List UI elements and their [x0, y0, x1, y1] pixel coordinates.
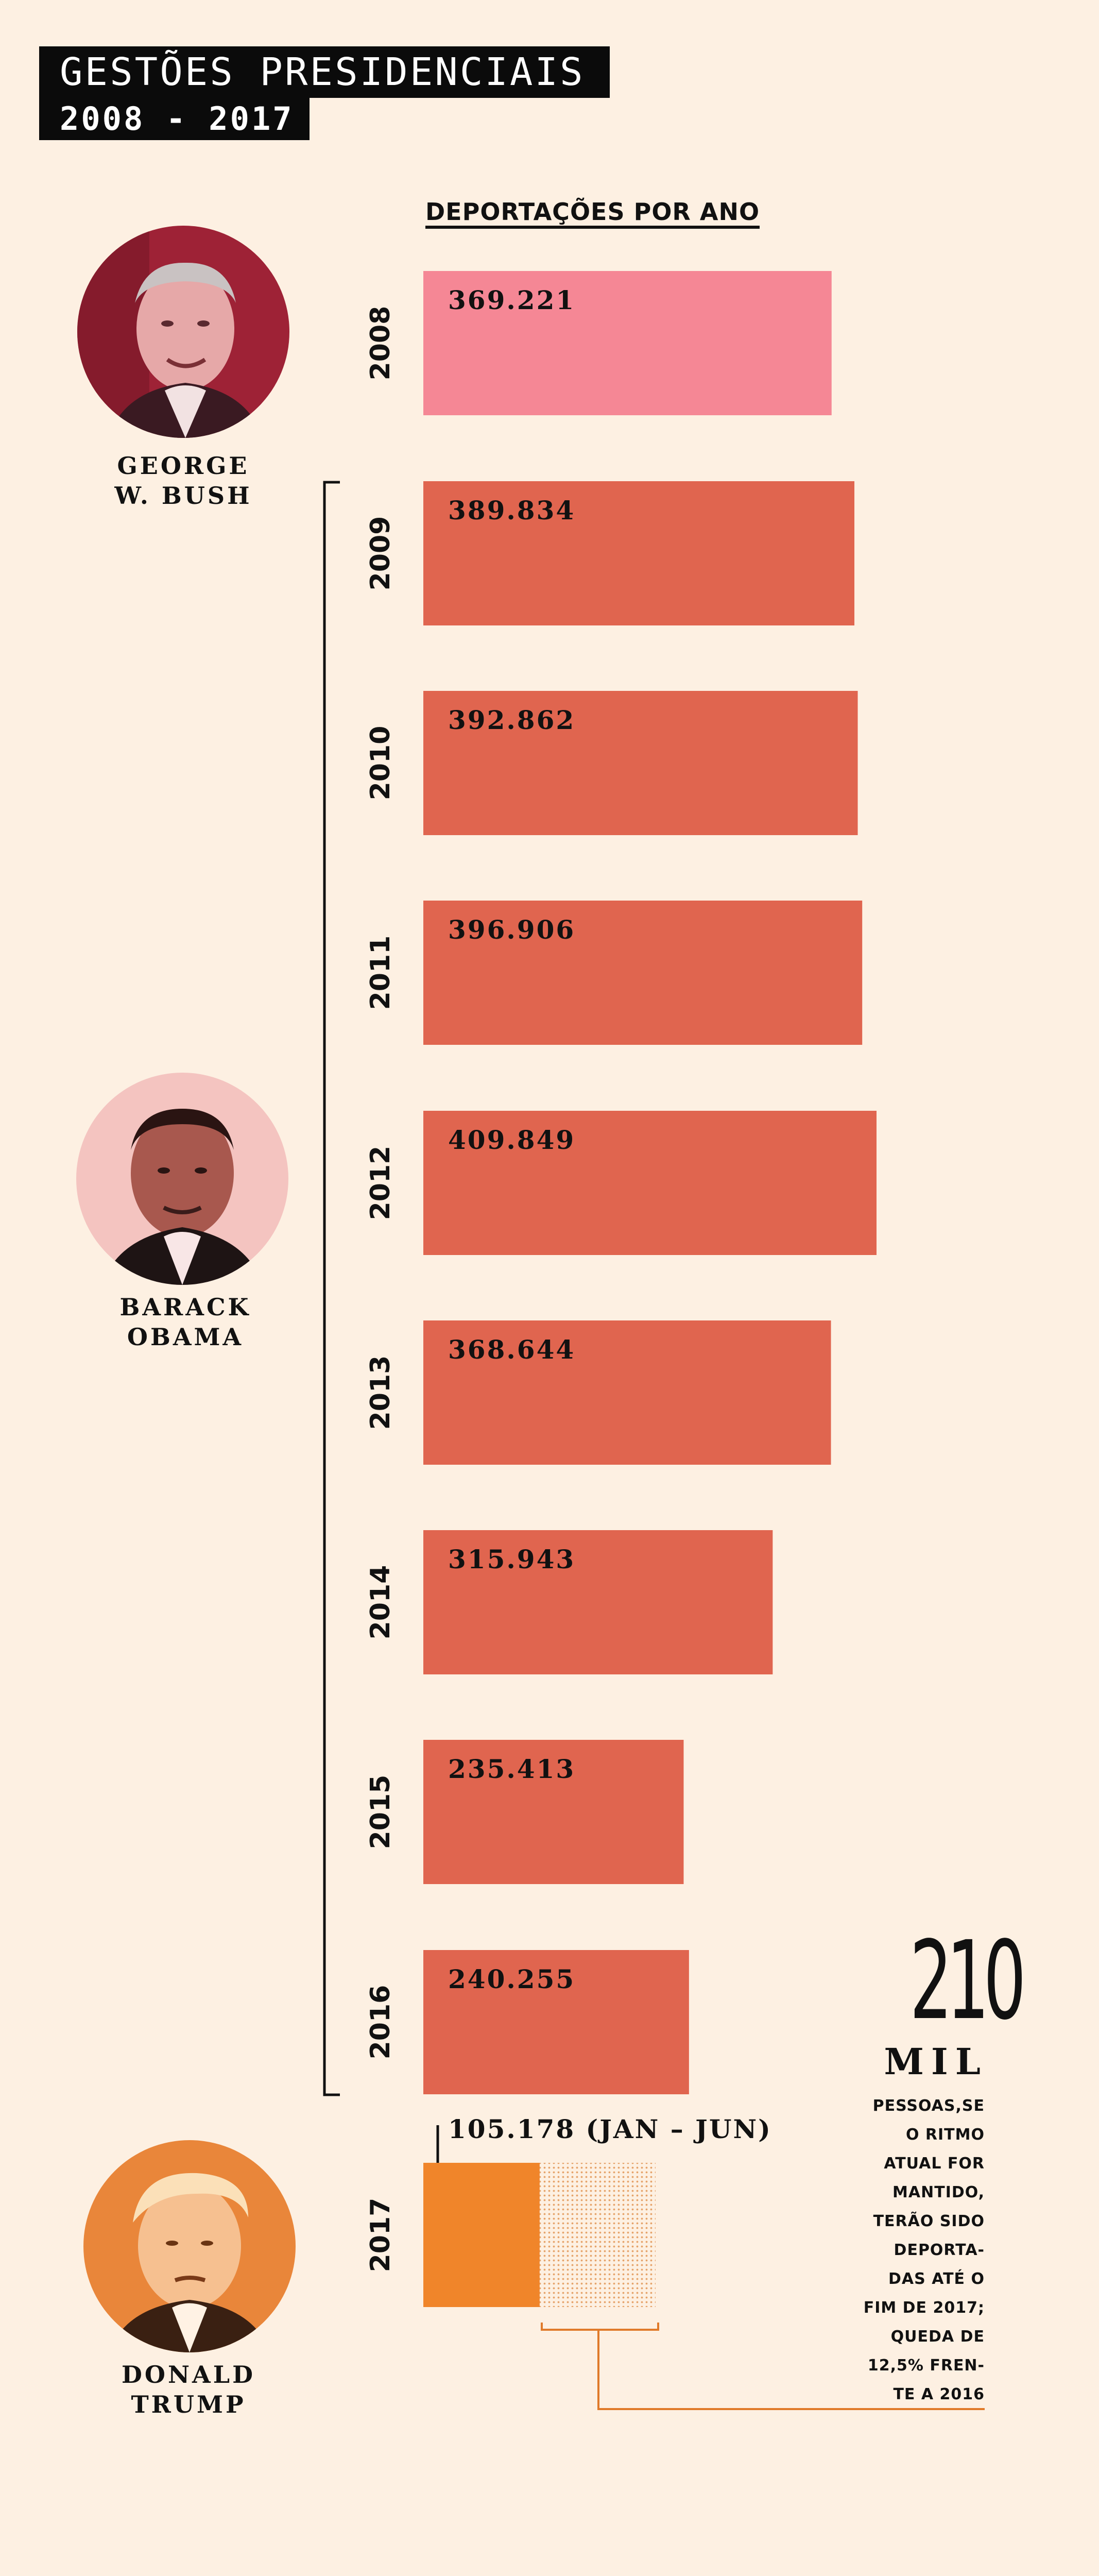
projection-line-9: QUEDA DE [890, 2328, 985, 2346]
bar-2013 [423, 1320, 831, 1465]
bush-name-line2: W. BUSH [114, 482, 252, 510]
trump-name-line1: DONALD [122, 2361, 255, 2388]
year-label-2010: 2010 [365, 726, 396, 801]
obama-name-line2: OBAMA [127, 1323, 244, 1351]
bush-portrait [77, 226, 289, 438]
projection-description: PESSOAS,SE O RITMO ATUAL FOR MANTIDO, TE… [845, 2092, 985, 2409]
bar-value-2010: 392.862 [448, 705, 575, 735]
year-label-2017: 2017 [365, 2198, 396, 2273]
bar-2008 [423, 271, 832, 415]
bar-value-2013: 368.644 [448, 1334, 575, 1365]
projection-value: 210 [909, 1918, 1026, 2044]
projection-connector [597, 2330, 985, 2410]
bar-2014 [423, 1530, 773, 1674]
obama-bracket [323, 481, 340, 2096]
main-title: GESTÕES PRESIDENCIAIS [39, 46, 610, 98]
bar-value-2017: 105.178 (JAN – JUN) [448, 2114, 772, 2144]
bar-value-2014: 315.943 [448, 1544, 575, 1574]
projection-line-11: TE A 2016 [893, 2385, 985, 2403]
year-label-2016: 2016 [365, 1985, 396, 2060]
obama-portrait [76, 1073, 288, 1285]
bar-value-2016: 240.255 [448, 1964, 575, 1994]
year-label-2013: 2013 [365, 1355, 396, 1430]
bar-2016 [423, 1950, 689, 2094]
projection-line-3: ATUAL FOR [884, 2155, 985, 2173]
main-subtitle: 2008 - 2017 [39, 98, 310, 140]
projection-line-5: TERÃO SIDO [873, 2212, 985, 2230]
bar-value-2008: 369.221 [448, 285, 575, 315]
bar-2011 [423, 901, 863, 1045]
bar-value-2015: 235.413 [448, 1754, 575, 1784]
projection-line-10: 12,5% FREN- [867, 2357, 985, 2375]
bar-value-2012: 409.849 [448, 1125, 575, 1155]
bush-name: GEORGE W. BUSH [75, 451, 291, 511]
year-label-2009: 2009 [365, 516, 396, 591]
bar-2010 [423, 691, 858, 835]
projection-bracket [541, 2323, 659, 2331]
year-label-2015: 2015 [365, 1775, 396, 1850]
projection-line-1: PESSOAS,SE [872, 2097, 985, 2115]
projection-line-7: DAS ATÉ O [888, 2270, 985, 2288]
year-label-2011: 2011 [365, 936, 396, 1010]
projection-unit: MIL [884, 2040, 988, 2083]
bar-value-2011: 396.906 [448, 914, 575, 945]
trump-name-line2: TRUMP [131, 2391, 246, 2418]
year-label-2014: 2014 [365, 1565, 396, 1640]
projection-line-8: FIM DE 2017; [863, 2299, 985, 2317]
bush-name-line1: GEORGE [117, 452, 250, 480]
bar-2015 [423, 1740, 684, 1884]
obama-name-line1: BARACK [119, 1293, 251, 1321]
bar-value-2009: 389.834 [448, 495, 575, 526]
projection-line-4: MANTIDO, [892, 2183, 985, 2201]
year-label-2012: 2012 [365, 1146, 396, 1221]
chart-title: DEPORTAÇÕES POR ANO [425, 198, 760, 229]
obama-name: BARACK OBAMA [77, 1292, 294, 1352]
year-label-2008: 2008 [365, 306, 396, 381]
bar-2009 [423, 481, 855, 625]
bar-2017 [423, 2163, 540, 2307]
bar-2012 [423, 1111, 877, 1255]
projection-line-6: DEPORTA- [894, 2241, 985, 2259]
trump-portrait [83, 2140, 296, 2352]
projection-line-2: O RITMO [905, 2126, 985, 2144]
trump-name: DONALD TRUMP [80, 2360, 297, 2419]
